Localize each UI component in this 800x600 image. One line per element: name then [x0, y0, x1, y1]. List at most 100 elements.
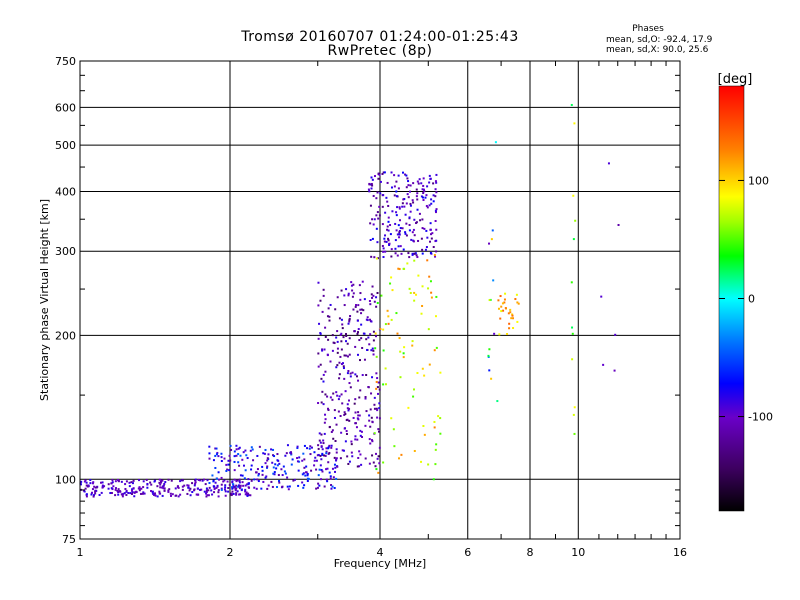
data-point: [244, 484, 247, 487]
data-point: [201, 479, 204, 482]
data-point: [573, 406, 576, 409]
data-point: [139, 492, 142, 495]
data-point: [328, 444, 331, 447]
data-point: [216, 451, 219, 454]
data-point: [247, 478, 250, 481]
grid-lines: [80, 61, 680, 539]
data-point: [366, 316, 369, 319]
data-point: [573, 122, 576, 125]
data-point: [371, 218, 374, 221]
data-point: [406, 262, 409, 265]
data-point: [504, 292, 507, 295]
data-point: [323, 432, 326, 435]
data-point: [220, 452, 223, 455]
data-point: [393, 185, 396, 188]
data-point: [371, 420, 374, 423]
data-point: [241, 481, 244, 484]
data-point: [428, 181, 431, 184]
data-point: [434, 448, 437, 451]
data-point: [422, 192, 425, 195]
data-point: [226, 480, 229, 483]
data-point: [315, 468, 318, 471]
data-point: [382, 349, 385, 352]
data-point: [310, 446, 313, 449]
data-point: [398, 233, 401, 236]
data-point: [345, 430, 348, 433]
data-point: [317, 402, 320, 405]
data-point: [433, 254, 436, 257]
data-point: [434, 211, 437, 214]
data-point: [394, 252, 397, 255]
data-point: [261, 473, 264, 476]
data-point: [317, 453, 320, 456]
data-point: [163, 487, 166, 490]
y-axis-label: Stationary phase Virtual Height [km]: [38, 199, 51, 401]
data-point: [357, 411, 360, 414]
data-point: [351, 455, 354, 458]
data-point: [281, 474, 284, 477]
data-point: [429, 228, 432, 231]
data-point: [336, 347, 339, 350]
data-point: [266, 466, 269, 469]
data-point: [354, 438, 357, 441]
data-point: [373, 175, 376, 178]
data-point: [235, 487, 238, 490]
data-point: [238, 487, 241, 490]
data-point: [150, 489, 153, 492]
data-point: [196, 493, 199, 496]
data-point: [370, 182, 373, 185]
data-point: [130, 481, 133, 484]
data-point: [349, 386, 352, 389]
data-point: [415, 188, 418, 191]
data-point: [375, 355, 378, 358]
data-point: [306, 447, 309, 450]
data-point: [391, 210, 394, 213]
data-point: [149, 481, 152, 484]
data-point: [91, 482, 94, 485]
data-point: [146, 482, 149, 485]
data-point: [153, 492, 156, 495]
data-point: [238, 446, 241, 449]
data-point: [409, 210, 412, 213]
data-point: [355, 426, 358, 429]
data-point: [321, 348, 324, 351]
data-point: [228, 469, 231, 472]
data-point: [421, 285, 424, 288]
data-point: [273, 471, 276, 474]
data-point: [432, 478, 435, 481]
data-point: [163, 482, 166, 485]
data-point: [85, 481, 88, 484]
data-point: [394, 239, 397, 242]
data-point: [384, 211, 387, 214]
data-point: [276, 453, 279, 456]
data-point: [297, 469, 300, 472]
data-point: [369, 442, 372, 445]
data-point: [365, 373, 368, 376]
data-point: [381, 172, 384, 175]
data-point: [319, 464, 322, 467]
data-point: [343, 304, 346, 307]
data-point: [183, 484, 186, 487]
data-point: [389, 282, 392, 285]
data-point: [170, 479, 173, 482]
data-point: [95, 486, 98, 489]
data-point: [423, 227, 426, 230]
data-point: [434, 219, 437, 222]
data-point: [498, 333, 501, 336]
data-point: [360, 337, 363, 340]
data-point: [293, 478, 296, 481]
data-point: [320, 445, 323, 448]
data-point: [429, 177, 432, 180]
data-point: [398, 231, 401, 234]
data-point: [329, 396, 332, 399]
data-point: [233, 455, 236, 458]
data-point: [351, 371, 354, 374]
data-point: [235, 444, 238, 447]
data-point: [571, 326, 574, 329]
data-point: [160, 479, 163, 482]
data-point: [86, 485, 89, 488]
data-point: [377, 455, 380, 458]
data-point: [208, 457, 211, 460]
data-point: [301, 459, 304, 462]
data-point: [406, 177, 409, 180]
